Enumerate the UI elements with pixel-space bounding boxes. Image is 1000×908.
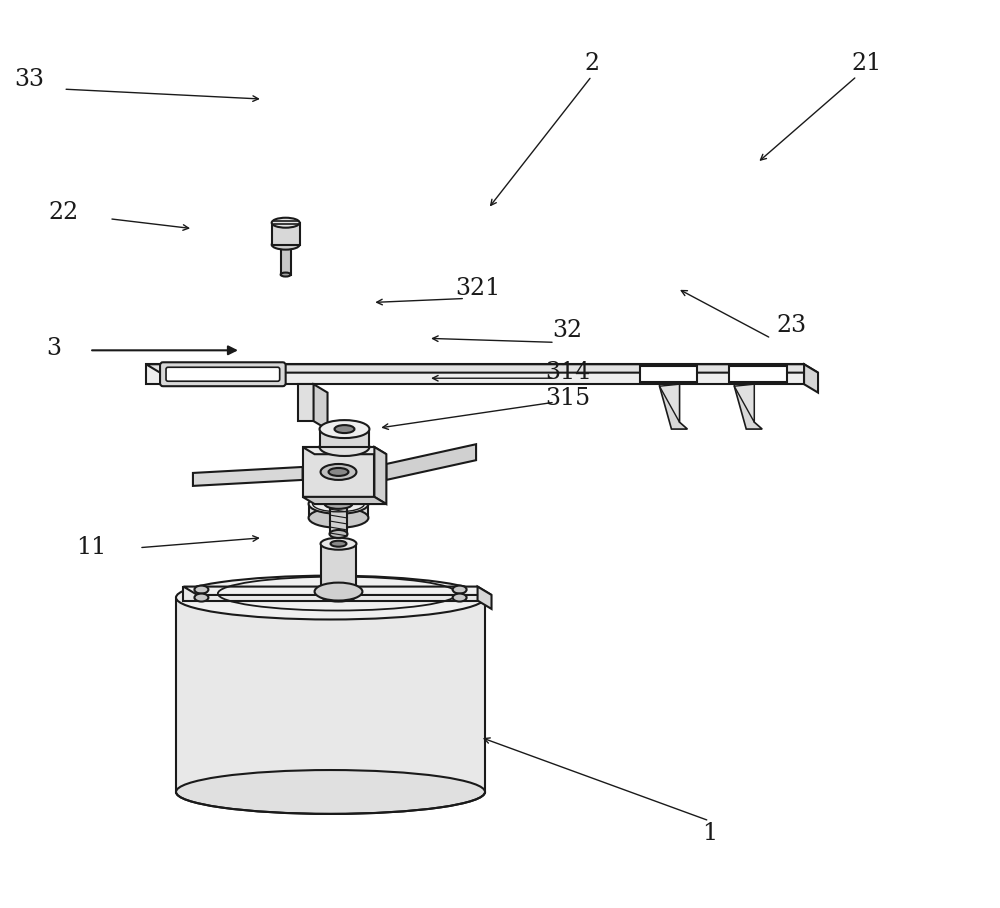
Text: 315: 315 <box>545 387 590 410</box>
Bar <box>729 366 787 382</box>
Ellipse shape <box>315 583 362 600</box>
Polygon shape <box>374 447 386 504</box>
Ellipse shape <box>453 586 467 594</box>
Polygon shape <box>314 384 328 429</box>
Ellipse shape <box>194 586 208 594</box>
Text: 314: 314 <box>545 360 590 384</box>
Text: 11: 11 <box>76 537 106 559</box>
Text: 22: 22 <box>48 202 78 224</box>
Text: 32: 32 <box>553 319 583 342</box>
Bar <box>640 366 697 382</box>
Ellipse shape <box>320 420 369 438</box>
Ellipse shape <box>321 464 356 480</box>
Polygon shape <box>303 447 374 497</box>
Polygon shape <box>176 597 485 792</box>
Ellipse shape <box>325 498 352 508</box>
Polygon shape <box>193 467 303 486</box>
Ellipse shape <box>176 576 485 619</box>
Ellipse shape <box>194 594 208 601</box>
Polygon shape <box>146 364 818 372</box>
Ellipse shape <box>330 530 347 538</box>
Polygon shape <box>309 504 368 518</box>
Polygon shape <box>320 429 369 447</box>
Polygon shape <box>303 447 386 454</box>
Ellipse shape <box>329 468 348 476</box>
Polygon shape <box>281 244 291 274</box>
Polygon shape <box>146 364 804 384</box>
Ellipse shape <box>321 589 356 601</box>
Ellipse shape <box>320 438 369 456</box>
Text: 321: 321 <box>455 277 501 300</box>
Polygon shape <box>660 384 679 422</box>
Text: 2: 2 <box>584 52 599 74</box>
Ellipse shape <box>272 240 300 250</box>
FancyBboxPatch shape <box>160 362 286 386</box>
Polygon shape <box>660 384 687 429</box>
Ellipse shape <box>309 508 368 528</box>
Ellipse shape <box>335 425 354 433</box>
Polygon shape <box>298 384 314 421</box>
Text: 33: 33 <box>14 68 44 91</box>
Polygon shape <box>330 497 347 534</box>
Ellipse shape <box>281 272 291 277</box>
Text: 21: 21 <box>852 52 882 74</box>
FancyBboxPatch shape <box>166 367 280 381</box>
Polygon shape <box>321 544 356 596</box>
Ellipse shape <box>272 218 300 228</box>
Polygon shape <box>734 384 762 429</box>
Ellipse shape <box>321 538 356 549</box>
Polygon shape <box>183 587 478 600</box>
Polygon shape <box>183 587 492 595</box>
Ellipse shape <box>176 770 485 814</box>
Text: 23: 23 <box>776 314 806 337</box>
Text: 1: 1 <box>702 823 717 845</box>
Polygon shape <box>303 497 386 504</box>
Polygon shape <box>386 444 476 480</box>
Polygon shape <box>734 384 754 422</box>
Text: 3: 3 <box>46 337 61 360</box>
Ellipse shape <box>331 541 346 547</box>
Polygon shape <box>804 364 818 392</box>
Ellipse shape <box>453 594 467 601</box>
Polygon shape <box>478 587 492 609</box>
Ellipse shape <box>309 494 368 514</box>
Polygon shape <box>272 222 300 244</box>
